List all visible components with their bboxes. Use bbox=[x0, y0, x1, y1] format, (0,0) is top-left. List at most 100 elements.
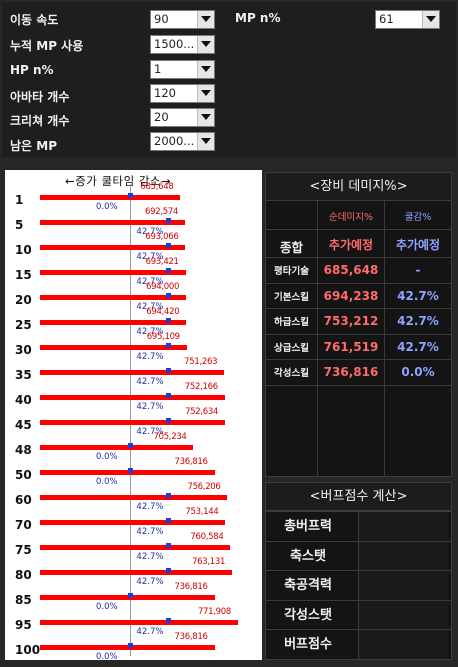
buff-row-value-cell bbox=[358, 630, 448, 659]
graph-header: ←증가 쿨타임 감소→ bbox=[65, 174, 172, 188]
hp-pct-select[interactable]: 1 bbox=[150, 60, 215, 79]
graph-damage-value: 685,648 bbox=[140, 182, 174, 192]
graph-damage-bar bbox=[40, 320, 187, 325]
chevron-down-icon[interactable] bbox=[422, 11, 439, 28]
creature-count-value: 20 bbox=[154, 110, 169, 124]
row-divider bbox=[266, 257, 451, 258]
graph-cooldown-value: 0.0% bbox=[96, 202, 118, 212]
graph-damage-value: 693,421 bbox=[145, 257, 179, 267]
graph-damage-bar bbox=[40, 645, 215, 650]
cumulative-mp-select[interactable]: 1500... bbox=[150, 35, 215, 54]
chevron-down-icon[interactable] bbox=[197, 109, 214, 126]
graph-cooldown-value: 42.7% bbox=[136, 402, 164, 412]
summary-cooldown: 추가예정 bbox=[395, 238, 441, 252]
row-divider bbox=[266, 359, 451, 360]
graph-damage-bar bbox=[40, 620, 238, 625]
graph-cooldown-value: 0.0% bbox=[96, 652, 118, 662]
graph-cooldown-marker bbox=[128, 443, 133, 448]
chevron-down-icon[interactable] bbox=[197, 61, 214, 78]
graph-row-level: 35 bbox=[15, 368, 32, 382]
graph-row: 50 736,816 0.0% bbox=[5, 456, 262, 487]
row-divider bbox=[266, 308, 451, 309]
chevron-down-icon[interactable] bbox=[197, 11, 214, 28]
avatar-count-value: 120 bbox=[154, 86, 176, 100]
graph-cooldown-marker bbox=[166, 293, 172, 298]
graph-damage-value: 763,131 bbox=[192, 557, 226, 567]
graph-row: 100 736,816 0.0% bbox=[5, 631, 262, 662]
mp-pct-select[interactable]: 61 bbox=[375, 10, 440, 29]
graph-cooldown-value: 42.7% bbox=[136, 252, 164, 262]
graph-row-level: 70 bbox=[15, 518, 32, 532]
buff-score-panel: <버프점수 계산> 총버프력 축스탯 축공격력 각성스탯 버프점수 bbox=[265, 482, 452, 660]
buff-row-label: 총버프력 bbox=[284, 519, 332, 534]
graph-row: 35 751,263 42.7% bbox=[5, 356, 262, 387]
row-divider bbox=[266, 282, 451, 284]
graph-cooldown-marker bbox=[166, 243, 172, 248]
buff-row-value-cell bbox=[358, 512, 448, 541]
graph-damage-bar bbox=[40, 395, 225, 400]
buff-row-value-cell bbox=[358, 541, 448, 571]
graph-damage-value: 694,420 bbox=[146, 307, 180, 317]
equip-row-cooldown: - bbox=[415, 263, 421, 277]
graph-cooldown-marker bbox=[128, 593, 133, 598]
graph-cooldown-marker bbox=[166, 393, 172, 398]
graph-damage-value: 736,816 bbox=[174, 632, 208, 642]
graph-damage-value: 694,000 bbox=[146, 282, 180, 292]
graph-row-level: 10 bbox=[15, 243, 32, 257]
graph-damage-value: 752,634 bbox=[185, 407, 219, 417]
graph-damage-bar bbox=[40, 195, 181, 200]
graph-row-level: 85 bbox=[15, 593, 32, 607]
graph-damage-value: 760,584 bbox=[190, 532, 224, 542]
graph-damage-value: 695,109 bbox=[146, 332, 180, 342]
column-divider bbox=[317, 201, 318, 476]
equip-row-label: 평타기술 bbox=[274, 266, 309, 277]
graph-row: 95 771,908 42.7% bbox=[5, 606, 262, 637]
graph-damage-value: 736,816 bbox=[174, 457, 208, 467]
equip-damage-title: <장비 데미지%> bbox=[266, 173, 451, 201]
graph-cooldown-value: 0.0% bbox=[96, 477, 118, 487]
graph-row-level: 25 bbox=[15, 318, 32, 332]
graph-row: 80 763,131 42.7% bbox=[5, 556, 262, 587]
equip-row-label: 기본스킬 bbox=[274, 291, 309, 303]
graph-row-level: 50 bbox=[15, 468, 32, 482]
equip-row-damage: 753,212 bbox=[323, 314, 379, 328]
equip-row-label: 상급스킬 bbox=[274, 342, 309, 354]
equip-row-label: 각성스킬 bbox=[274, 368, 309, 379]
graph-row: 40 752,166 42.7% bbox=[5, 381, 262, 412]
row-divider bbox=[266, 229, 451, 230]
chevron-down-icon[interactable] bbox=[197, 36, 214, 53]
graph-row: 85 736,816 0.0% bbox=[5, 581, 262, 612]
graph-cooldown-value: 42.7% bbox=[136, 377, 164, 387]
graph-cooldown-value: 42.7% bbox=[136, 577, 164, 587]
avatar-count-label: 아바타 개수 bbox=[10, 90, 70, 104]
buff-row: 총버프력 bbox=[266, 511, 451, 541]
buff-row: 축스탯 bbox=[266, 540, 451, 571]
graph-cooldown-value: 42.7% bbox=[136, 502, 164, 512]
row-divider bbox=[266, 333, 451, 335]
cumulative-mp-value: 1500... bbox=[154, 37, 195, 51]
buff-score-title: <버프점수 계산> bbox=[266, 483, 451, 511]
buff-row-value-cell bbox=[358, 571, 448, 600]
buff-row: 축공격력 bbox=[266, 570, 451, 600]
graph-row: 30 695,109 42.7% bbox=[5, 331, 262, 362]
graph-cooldown-value: 42.7% bbox=[136, 352, 164, 362]
graph-row: 48 705,234 0.0% bbox=[5, 431, 262, 462]
cooldown-col-header: 쿨감% bbox=[404, 212, 432, 223]
graph-row-level: 20 bbox=[15, 293, 32, 307]
graph-row-level: 100 bbox=[15, 643, 41, 657]
graph-cooldown-marker bbox=[128, 643, 133, 648]
graph-cooldown-marker bbox=[128, 468, 133, 473]
remaining-mp-select[interactable]: 2000... bbox=[150, 132, 215, 151]
creature-count-select[interactable]: 20 bbox=[150, 108, 215, 127]
graph-row: 70 753,144 42.7% bbox=[5, 506, 262, 537]
graph-damage-bar bbox=[40, 520, 226, 525]
graph-row-level: 1 bbox=[15, 193, 24, 207]
graph-damage-bar bbox=[40, 245, 186, 250]
remaining-mp-value: 2000... bbox=[154, 134, 195, 148]
avatar-count-select[interactable]: 120 bbox=[150, 84, 215, 103]
equip-row-cooldown: 0.0% bbox=[401, 365, 435, 379]
move-speed-select[interactable]: 90 bbox=[150, 10, 215, 29]
chevron-down-icon[interactable] bbox=[197, 133, 214, 150]
chevron-down-icon[interactable] bbox=[197, 85, 214, 102]
graph-cooldown-value: 42.7% bbox=[136, 627, 164, 637]
